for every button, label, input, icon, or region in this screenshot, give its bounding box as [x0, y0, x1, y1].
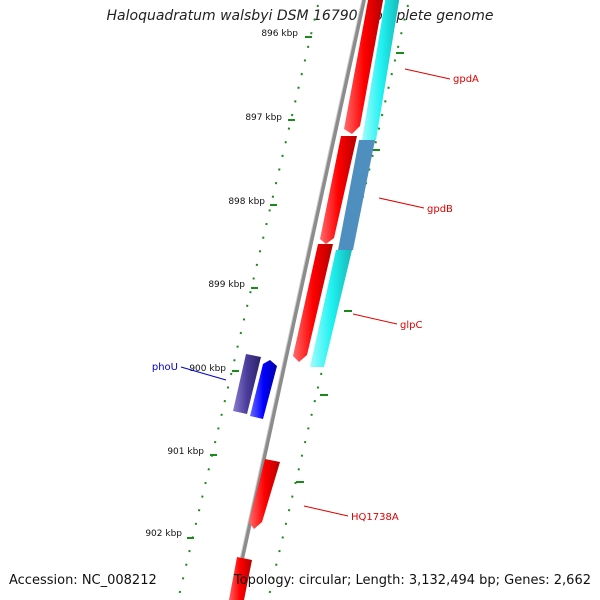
tick-label-897: 897 kbp: [245, 113, 282, 123]
tick-label-900: 900 kbp: [189, 364, 226, 374]
gene-label-glpC[interactable]: glpC: [400, 320, 422, 331]
gene-phoU-shape[interactable]: [233, 354, 261, 414]
outer-ticks: [296, 52, 404, 483]
gene-gpdB-shape[interactable]: [320, 136, 357, 244]
glpC-leader: [352, 313, 398, 325]
tick-label-899: 899 kbp: [208, 280, 245, 290]
tick-label-896: 896 kbp: [261, 29, 298, 39]
gene-label-gpdB[interactable]: gpdB: [427, 204, 453, 215]
gene-HQ1738A-shape[interactable]: [249, 459, 280, 529]
HQ1738A-leader: [303, 505, 349, 517]
tick-label-898: 898 kbp: [228, 197, 265, 207]
genome-backbone: [231, 0, 366, 600]
gpdA-leader: [404, 68, 451, 80]
genome-backbone-highlight: [230, 0, 363, 600]
gpdB-leader: [378, 197, 425, 209]
tick-label-902: 902 kbp: [145, 529, 182, 539]
scale-ticks: [187, 36, 312, 539]
accession-text: Accession: NC_008212: [9, 573, 157, 588]
gene-blue-shape[interactable]: [250, 360, 277, 419]
gene-label-HQ1738A[interactable]: HQ1738A: [351, 512, 399, 523]
gene-gpdA-shape[interactable]: [344, 0, 384, 134]
gene-overlap-segment[interactable]: [338, 140, 375, 250]
phoU-leader: [180, 366, 227, 381]
gene-bottom-red-shape[interactable]: [228, 557, 252, 600]
gene-label-gpdA[interactable]: gpdA: [453, 74, 479, 85]
genome-summary-text: Topology: circular; Length: 3,132,494 bp…: [233, 573, 591, 588]
gene-cyan-segment-1[interactable]: [362, 0, 400, 140]
gene-glpC-shape[interactable]: [293, 244, 333, 362]
gene-label-phoU[interactable]: phoU: [152, 362, 178, 373]
gene-cyan-segment-2[interactable]: [310, 250, 352, 367]
tick-label-901: 901 kbp: [167, 447, 204, 457]
